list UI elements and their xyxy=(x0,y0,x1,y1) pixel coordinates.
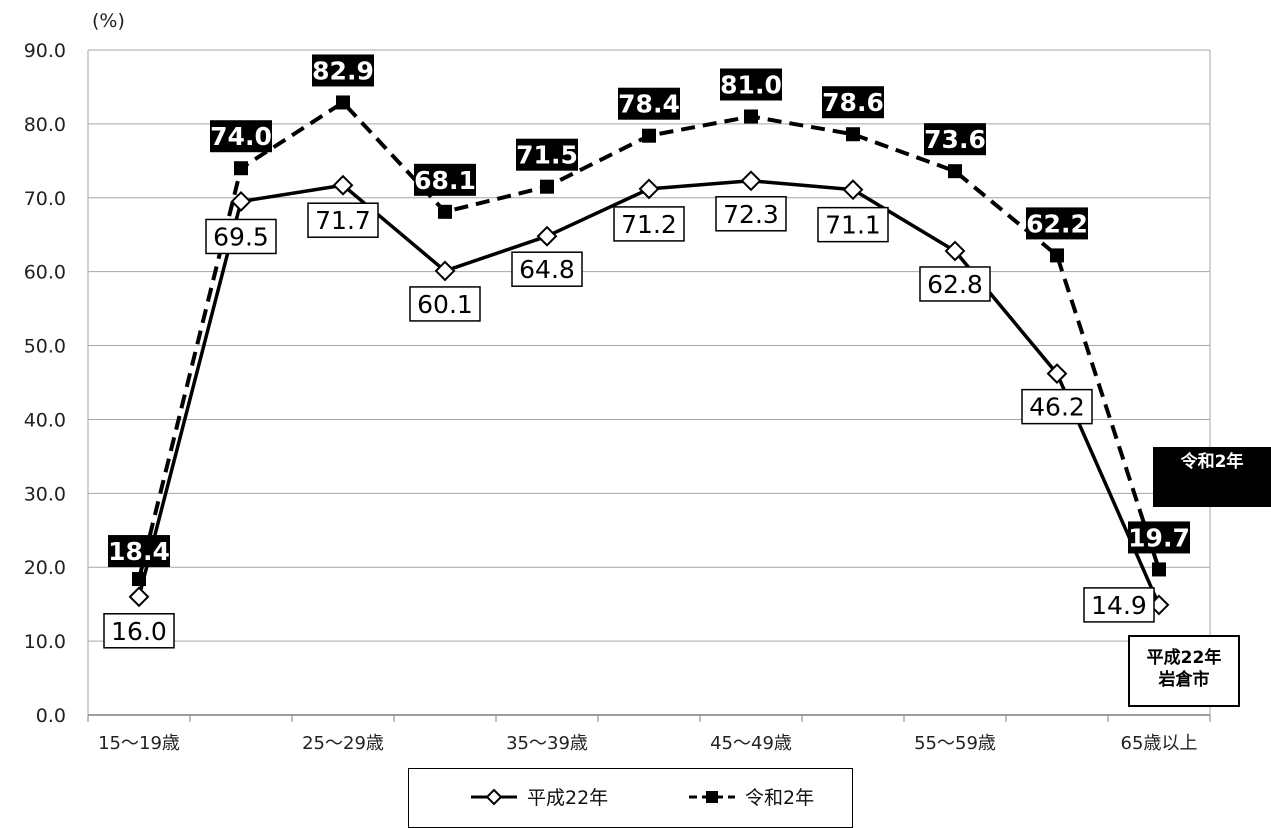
data-label-reiwa2: 81.0 xyxy=(720,71,782,100)
data-point-heisei22 xyxy=(128,586,150,608)
legend-swatch-square-icon xyxy=(689,790,735,803)
data-label-box-heisei22 xyxy=(613,206,685,242)
data-label-box-reiwa2 xyxy=(822,86,884,119)
data-point-reiwa2 xyxy=(1152,562,1166,577)
x-tick-label: 55～59歳 xyxy=(914,733,996,754)
data-point-heisei22 xyxy=(536,225,558,247)
legend-item-series-2: 令和2年 xyxy=(687,783,814,810)
data-label-heisei22: 69.5 xyxy=(213,222,269,251)
y-tick-label: 70.0 xyxy=(24,188,66,210)
end-label-series-1-line-1: 平成22年 xyxy=(1146,648,1222,668)
data-label-reiwa2: 71.5 xyxy=(516,141,578,170)
data-label-reiwa2: 18.4 xyxy=(108,537,170,566)
end-label-series-1: 平成22年 岩倉市 xyxy=(1128,635,1240,707)
data-point-reiwa2 xyxy=(744,109,758,124)
y-tick-label: 60.0 xyxy=(24,262,66,284)
data-label-heisei22: 60.1 xyxy=(417,290,473,319)
data-point-reiwa2 xyxy=(1050,248,1064,263)
legend-label-series-1: 平成22年 xyxy=(527,787,609,809)
data-label-box-heisei22 xyxy=(511,251,583,287)
data-label-reiwa2: 19.7 xyxy=(1128,523,1190,552)
data-label-box-heisei22 xyxy=(817,206,889,243)
data-label-reiwa2: 74.0 xyxy=(210,122,272,151)
x-tick-label: 25～29歳 xyxy=(302,733,384,754)
data-point-reiwa2 xyxy=(336,95,350,110)
data-label-box-reiwa2 xyxy=(312,54,374,87)
legend: 平成22年 令和2年 xyxy=(408,768,853,828)
data-label-box-reiwa2 xyxy=(618,87,680,120)
y-tick-label: 30.0 xyxy=(24,483,66,505)
data-label-box-heisei22 xyxy=(205,218,277,255)
data-point-reiwa2 xyxy=(234,161,248,176)
y-tick-label: 0.0 xyxy=(36,705,66,727)
legend-label-series-2: 令和2年 xyxy=(745,787,815,809)
y-tick-label: 80.0 xyxy=(24,114,66,136)
data-point-reiwa2 xyxy=(846,127,860,142)
data-point-heisei22 xyxy=(638,178,660,200)
data-label-heisei22: 16.0 xyxy=(111,617,167,646)
series-line-reiwa2 xyxy=(137,100,1161,580)
data-point-reiwa2 xyxy=(132,572,146,587)
data-label-heisei22: 14.9 xyxy=(1091,591,1147,620)
data-label-box-heisei22 xyxy=(919,266,991,302)
data-point-heisei22 xyxy=(434,260,456,282)
data-label-box-heisei22 xyxy=(1021,388,1093,425)
data-label-heisei22: 71.1 xyxy=(825,211,881,240)
y-tick-label: 50.0 xyxy=(24,336,66,358)
x-tick-label: 35～39歳 xyxy=(506,733,588,754)
x-tick-label: 15～19歳 xyxy=(98,733,180,754)
y-tick-label: 10.0 xyxy=(24,631,66,653)
data-label-box-reiwa2 xyxy=(1128,521,1190,554)
data-point-heisei22 xyxy=(1046,363,1068,385)
data-label-reiwa2: 78.6 xyxy=(822,88,884,117)
data-label-box-heisei22 xyxy=(715,196,787,232)
data-point-reiwa2 xyxy=(948,164,962,179)
data-label-box-reiwa2 xyxy=(1026,207,1088,240)
data-label-box-reiwa2 xyxy=(924,123,986,156)
data-label-box-heisei22 xyxy=(103,613,175,649)
x-tick-label: 45～49歳 xyxy=(710,733,792,754)
data-point-reiwa2 xyxy=(642,128,656,143)
data-point-reiwa2 xyxy=(540,179,554,194)
data-label-box-heisei22 xyxy=(307,202,379,238)
data-label-heisei22: 62.8 xyxy=(927,270,983,299)
data-label-box-heisei22 xyxy=(409,286,481,322)
data-label-box-reiwa2 xyxy=(210,120,272,153)
end-label-series-1-line-2: 岩倉市 xyxy=(1158,670,1210,690)
data-label-box-reiwa2 xyxy=(720,68,782,101)
data-label-heisei22: 71.7 xyxy=(315,206,371,235)
data-label-heisei22: 46.2 xyxy=(1029,393,1085,422)
data-label-reiwa2: 62.2 xyxy=(1026,209,1088,238)
y-tick-label: 20.0 xyxy=(24,557,66,579)
data-label-reiwa2: 82.9 xyxy=(312,56,374,85)
data-point-heisei22 xyxy=(944,240,966,262)
y-tick-label: 40.0 xyxy=(24,409,66,431)
data-label-heisei22: 71.2 xyxy=(621,210,677,239)
data-point-heisei22 xyxy=(230,191,252,212)
legend-item-series-1: 平成22年 xyxy=(469,783,608,810)
data-label-heisei22: 72.3 xyxy=(723,200,779,229)
series-line-heisei22 xyxy=(137,179,1161,606)
y-axis-unit-label: (%) xyxy=(92,10,125,32)
data-label-box-reiwa2 xyxy=(108,535,170,568)
y-tick-label: 90.0 xyxy=(24,40,66,62)
data-point-heisei22 xyxy=(842,179,864,201)
end-label-series-2: 令和2年 xyxy=(1153,447,1271,507)
data-label-reiwa2: 68.1 xyxy=(414,166,476,195)
data-point-heisei22 xyxy=(332,174,354,196)
data-point-heisei22 xyxy=(740,170,762,192)
data-label-box-reiwa2 xyxy=(516,138,578,171)
data-label-box-reiwa2 xyxy=(414,163,476,196)
data-label-reiwa2: 73.6 xyxy=(924,125,986,154)
x-tick-label: 65歳以上 xyxy=(1121,733,1198,754)
data-point-reiwa2 xyxy=(438,204,452,219)
data-label-heisei22: 64.8 xyxy=(519,255,575,284)
data-label-reiwa2: 78.4 xyxy=(618,90,680,119)
data-label-box-heisei22 xyxy=(1083,587,1155,623)
legend-swatch-diamond-icon xyxy=(471,788,517,805)
